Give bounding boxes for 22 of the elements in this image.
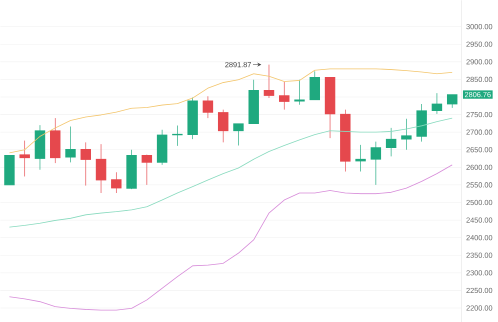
candlestick xyxy=(111,172,122,194)
candlestick xyxy=(19,140,30,177)
candlestick xyxy=(386,127,396,157)
candlestick xyxy=(355,144,366,172)
candlestick xyxy=(65,126,76,163)
candlestick xyxy=(310,70,320,100)
candlestick xyxy=(432,92,442,114)
candlestick xyxy=(446,94,458,108)
candlestick xyxy=(279,81,290,110)
candlestick xyxy=(80,142,91,186)
candlestick xyxy=(401,118,412,150)
candlestick xyxy=(172,124,183,146)
candlestick xyxy=(202,96,214,118)
candlestick xyxy=(96,144,106,194)
candlestick xyxy=(142,154,152,186)
line-series xyxy=(9,164,453,310)
line-series xyxy=(9,118,453,228)
candlestick xyxy=(370,141,382,186)
candlestick xyxy=(218,109,228,143)
candlestick xyxy=(233,123,244,146)
candlestick xyxy=(294,79,305,105)
candlestick xyxy=(264,64,274,98)
